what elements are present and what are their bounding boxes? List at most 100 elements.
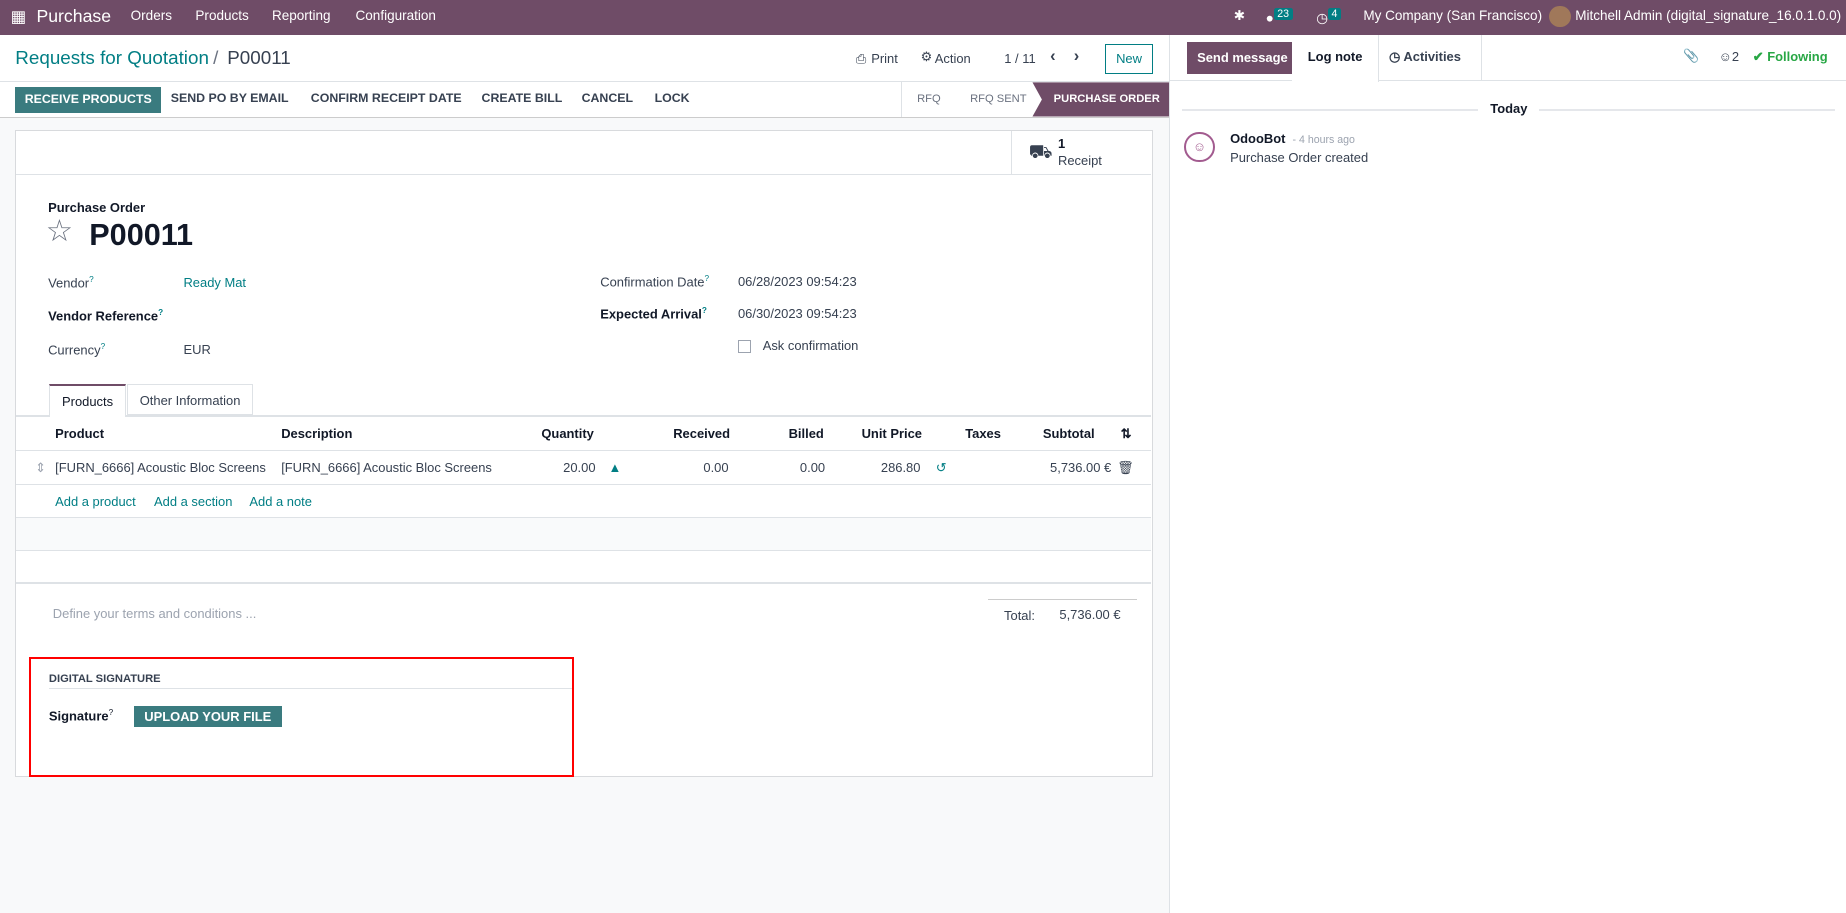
col-quantity[interactable]: Quantity <box>541 425 594 441</box>
menu-products[interactable]: Products <box>195 8 249 24</box>
total-value: 5,736.00 € <box>1059 607 1121 623</box>
activities-icon[interactable]: ◷ 4 <box>1316 8 1341 27</box>
activities-button[interactable]: ◷ Activities <box>1389 49 1461 65</box>
tab-products[interactable]: Products <box>49 383 126 417</box>
pager-value[interactable]: 1 / 11 <box>1004 50 1036 66</box>
form-subtitle: Purchase Order <box>48 199 146 215</box>
send-po-by-email-button[interactable]: SEND PO BY EMAIL <box>170 90 289 105</box>
cancel-button[interactable]: CANCEL <box>581 90 634 105</box>
receipt-stat-button[interactable]: ⛟ 1 Receipt <box>1011 130 1152 176</box>
help-icon[interactable]: ? <box>158 308 164 318</box>
cell-billed[interactable]: 0.00 <box>799 460 826 476</box>
row-handle-icon[interactable]: ⇕ <box>35 460 46 476</box>
print-button[interactable]: Print <box>871 50 898 66</box>
help-icon[interactable]: ? <box>108 708 114 718</box>
cell-unit-price[interactable]: 286.80 <box>880 460 921 476</box>
following-label: Following <box>1767 49 1828 65</box>
col-taxes[interactable]: Taxes <box>965 425 1001 441</box>
menu-orders[interactable]: Orders <box>130 8 172 24</box>
empty-row <box>16 551 1152 584</box>
add-section-link[interactable]: Add a section <box>154 494 233 510</box>
expected-arrival-label: Expected Arrival? <box>600 306 707 321</box>
confirmation-date-field[interactable]: 06/28/2023 09:54:23 <box>737 274 857 290</box>
app-name[interactable]: Purchase <box>36 5 112 26</box>
receipt-count: 1 <box>1058 136 1066 152</box>
col-unit-price[interactable]: Unit Price <box>861 425 922 441</box>
stage-purchase-order[interactable]: PURCHASE ORDER <box>1032 82 1170 117</box>
cell-product[interactable]: [FURN_6666] Acoustic Bloc Screens <box>55 460 266 476</box>
chatter: Send message Log note ◷ Activities 📎 ☺2 … <box>1169 35 1846 913</box>
print-icon[interactable]: ⎙ <box>855 50 867 66</box>
log-note-button[interactable]: Log note <box>1292 35 1379 83</box>
section-divider <box>48 688 572 690</box>
record-name: P00011 <box>89 217 194 252</box>
apps-menu-icon[interactable]: ▦ <box>10 8 27 27</box>
col-subtotal[interactable]: Subtotal <box>1042 425 1095 441</box>
button-box <box>16 131 1152 176</box>
forecast-chart-icon[interactable]: ▲ <box>608 460 622 476</box>
company-switcher[interactable]: My Company (San Francisco) <box>1363 8 1543 24</box>
receive-products-button[interactable]: RECEIVE PRODUCTS <box>15 87 162 113</box>
ask-confirmation-checkbox[interactable] <box>737 340 751 353</box>
favorite-star-icon[interactable]: ☆ <box>45 214 74 249</box>
help-icon[interactable]: ? <box>100 342 106 352</box>
message-body: Purchase Order created <box>1230 149 1369 165</box>
menu-reporting[interactable]: Reporting <box>271 8 331 24</box>
attachment-icon[interactable]: 📎 <box>1683 48 1700 64</box>
table-row[interactable]: ⇕ [FURN_6666] Acoustic Bloc Screens [FUR… <box>16 451 1152 485</box>
col-received[interactable]: Received <box>673 425 731 441</box>
message-header: OdooBot - 4 hours ago <box>1230 131 1355 146</box>
col-description[interactable]: Description <box>281 425 353 441</box>
digital-signature-section: DIGITAL SIGNATURE Signature? UPLOAD YOUR… <box>29 656 575 777</box>
help-icon[interactable]: ? <box>701 305 707 315</box>
breadcrumb-parent[interactable]: Requests for Quotation <box>15 47 209 69</box>
followers-count: 2 <box>1731 49 1740 65</box>
create-bill-button[interactable]: CREATE BILL <box>481 90 563 105</box>
status-bar: RECEIVE PRODUCTS SEND PO BY EMAIL CONFIR… <box>0 82 1170 118</box>
delete-row-icon[interactable]: 🗑 <box>1117 460 1134 476</box>
stage-rfq-sent[interactable]: RFQ SENT <box>970 93 1027 105</box>
cell-subtotal: 5,736.00 € <box>1050 460 1112 476</box>
total-divider <box>987 599 1138 601</box>
add-note-link[interactable]: Add a note <box>249 494 312 510</box>
message-author[interactable]: OdooBot <box>1230 130 1286 146</box>
menu-configuration[interactable]: Configuration <box>355 8 436 24</box>
total-label: Total: <box>1004 608 1035 624</box>
help-icon[interactable]: ? <box>704 274 710 284</box>
expected-arrival-field[interactable]: 06/30/2023 09:54:23 <box>737 305 857 321</box>
pager-prev-icon[interactable]: ‹ <box>1050 47 1056 66</box>
cell-quantity[interactable]: 20.00 <box>563 460 596 476</box>
messages-icon[interactable]: ● 23 <box>1266 8 1293 26</box>
cell-received[interactable]: 0.00 <box>703 460 729 476</box>
following-button[interactable]: ✔ Following <box>1752 49 1828 65</box>
send-message-button[interactable]: Send message <box>1186 42 1299 75</box>
reset-price-icon[interactable]: ↺ <box>935 460 947 476</box>
vendor-reference-label: Vendor Reference? <box>48 308 163 323</box>
followers-button[interactable]: ☺2 <box>1718 49 1740 65</box>
new-button[interactable]: New <box>1105 43 1153 75</box>
col-product[interactable]: Product <box>55 425 105 441</box>
truck-icon: ⛟ <box>1028 141 1053 163</box>
help-icon[interactable]: ? <box>89 275 94 285</box>
add-product-link[interactable]: Add a product <box>55 494 136 510</box>
debug-icon[interactable]: ✱ <box>1233 8 1246 24</box>
upload-file-button[interactable]: UPLOAD YOUR FILE <box>133 705 282 728</box>
vendor-field[interactable]: Ready Mat <box>183 275 247 291</box>
col-billed[interactable]: Billed <box>788 425 824 441</box>
gear-icon[interactable]: ⚙ <box>920 49 933 65</box>
user-menu[interactable]: Mitchell Admin (digital_signature_16.0.1… <box>1575 8 1842 24</box>
breadcrumb-current: P00011 <box>227 47 291 69</box>
action-button[interactable]: Action <box>934 50 971 66</box>
lock-button[interactable]: LOCK <box>654 90 690 105</box>
cell-description[interactable]: [FURN_6666] Acoustic Bloc Screens <box>281 460 492 476</box>
pager-next-icon[interactable]: › <box>1073 47 1080 66</box>
confirm-receipt-date-button[interactable]: CONFIRM RECEIPT DATE <box>310 90 462 105</box>
stage-rfq[interactable]: RFQ <box>917 93 941 105</box>
add-line-row: Add a product Add a section Add a note <box>16 485 1152 518</box>
form-sheet: ⛟ 1 Receipt Purchase Order ☆ P00011 Vend… <box>15 129 1153 777</box>
currency-field[interactable]: EUR <box>183 342 211 358</box>
avatar[interactable] <box>1549 5 1571 28</box>
terms-input[interactable]: Define your terms and conditions ... <box>52 606 257 622</box>
tab-other-information[interactable]: Other Information <box>126 383 254 416</box>
optional-columns-icon[interactable]: ⇅ <box>1120 425 1132 441</box>
